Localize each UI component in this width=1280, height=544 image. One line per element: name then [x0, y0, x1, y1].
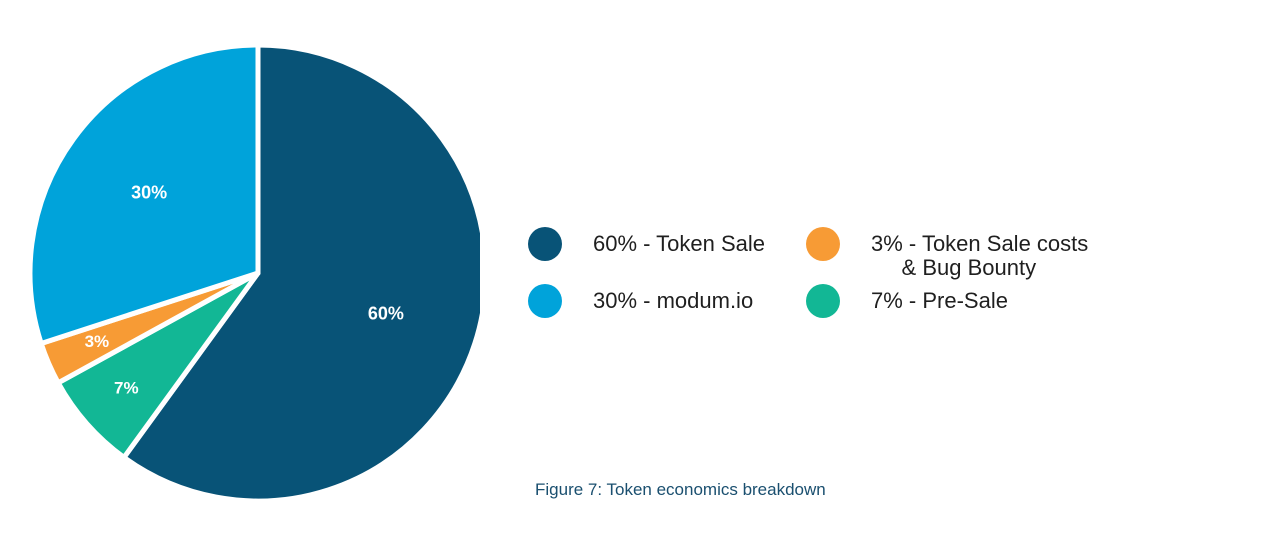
legend-label: 7% - Pre-Sale: [871, 288, 1008, 313]
legend-swatch-icon: [806, 227, 840, 261]
legend-item-pre-sale: 7% - Pre-Sale: [806, 284, 1008, 318]
pie-slice-token-sale: [121, 42, 480, 504]
legend-swatch-icon: [528, 284, 562, 318]
legend-swatch-icon: [806, 284, 840, 318]
legend-swatch-icon: [528, 227, 562, 261]
legend-item-token-sale-costs: 3% - Token Sale costs & Bug Bounty: [806, 227, 1089, 280]
figure-caption: Figure 7: Token economics breakdown: [535, 480, 826, 499]
legend-item-token-sale: 60% - Token Sale: [528, 227, 766, 261]
legend-item-modum: 30% - modum.io: [528, 284, 754, 318]
legend-label: 60% - Token Sale: [593, 231, 766, 256]
legend-label: 3% - Token Sale costs & Bug Bounty: [871, 231, 1089, 280]
pie-slice-label: 30%: [131, 183, 167, 203]
pie-chart-svg: 60% 7% 3% 30%: [27, 42, 480, 504]
pie-slice-label: 60%: [368, 303, 404, 323]
pie-slice-modum-io: [27, 42, 261, 346]
pie-slice-label: 7%: [114, 379, 139, 398]
pie-slice-label: 3%: [85, 332, 110, 351]
legend-label: 30% - modum.io: [593, 288, 754, 313]
